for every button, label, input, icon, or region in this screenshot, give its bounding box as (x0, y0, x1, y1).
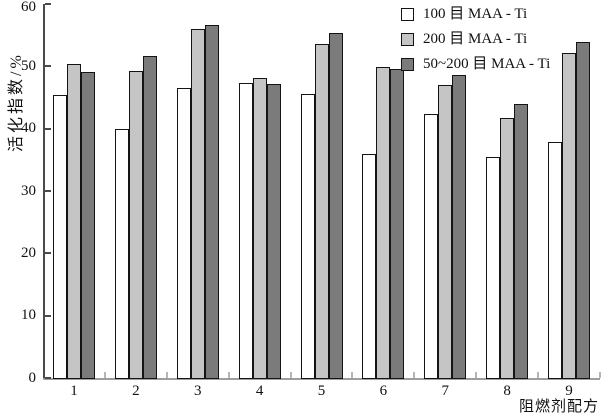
x-tick (165, 372, 168, 378)
y-tick (45, 127, 51, 130)
bar (66, 63, 81, 379)
legend-label: 200 目 MAA - Ti (423, 30, 528, 47)
bar (328, 33, 343, 379)
x-tick-label: 1 (70, 383, 78, 399)
bar (500, 118, 515, 379)
legend-swatch (401, 7, 414, 21)
legend: 100 目 MAA - Ti 200 目 MAA - Ti 50~200 目 MAA… (401, 4, 550, 79)
bar (452, 75, 467, 379)
y-tick (45, 314, 51, 317)
bar (114, 128, 129, 379)
x-axis-title: 阻燃剂配方 (518, 399, 599, 414)
bar (562, 52, 577, 379)
bar (576, 42, 591, 379)
bar (424, 113, 439, 379)
legend-item: 100 目 MAA - Ti (401, 4, 550, 24)
y-tick (45, 190, 51, 192)
x-tick (351, 372, 354, 378)
legend-label: 50~200 目 MAA - Ti (423, 55, 551, 72)
bar (362, 154, 377, 379)
x-tick (289, 372, 292, 378)
bar (190, 28, 205, 379)
x-axis-line (43, 378, 600, 380)
x-tick (475, 372, 478, 378)
bar (486, 156, 501, 379)
x-tick-label: 6 (379, 383, 388, 399)
bar (390, 68, 405, 379)
bar (376, 66, 391, 379)
x-tick-label: 3 (193, 383, 202, 399)
bar (238, 82, 253, 379)
legend-item: 50~200 目 MAA - Ti (401, 54, 550, 74)
x-tick (599, 372, 601, 378)
bar (314, 43, 329, 379)
y-tick-label: 30 (21, 182, 36, 199)
y-tick (45, 65, 51, 68)
y-tick-label: 20 (21, 244, 36, 261)
bar (176, 88, 191, 379)
x-tick-label: 7 (441, 383, 450, 399)
bar (300, 93, 315, 379)
legend-swatch (401, 57, 414, 71)
bar (128, 71, 143, 379)
y-tick-label: 50 (21, 57, 36, 74)
x-tick-label: 8 (503, 383, 511, 399)
y-tick (45, 377, 51, 379)
y-tick-label: 10 (21, 307, 36, 324)
bar (142, 56, 157, 379)
legend-item: 200 目 MAA - Ti (401, 29, 550, 49)
legend-swatch (401, 32, 414, 46)
x-tick (413, 372, 416, 378)
y-tick-label: 40 (21, 120, 36, 137)
bar (52, 95, 67, 379)
x-tick-label: 9 (565, 383, 573, 399)
bar (438, 85, 453, 379)
bar (204, 25, 219, 379)
bar (266, 84, 281, 379)
bar (252, 78, 267, 379)
x-tick-label: 2 (132, 383, 140, 399)
y-axis-line (43, 4, 45, 378)
bar (514, 103, 529, 379)
y-tick-label: 60 (21, 0, 36, 15)
x-tick-label: 5 (317, 383, 326, 399)
x-tick-label: 4 (255, 383, 264, 399)
plot-area (43, 3, 601, 380)
y-tick (45, 252, 51, 255)
legend-label: 100 目 MAA - Ti (423, 5, 528, 22)
x-tick (227, 372, 230, 378)
y-tick (45, 3, 51, 5)
y-tick-label: 0 (28, 369, 37, 386)
bar (548, 141, 563, 379)
bar (80, 71, 95, 379)
x-tick (103, 372, 106, 378)
x-tick (537, 372, 540, 378)
